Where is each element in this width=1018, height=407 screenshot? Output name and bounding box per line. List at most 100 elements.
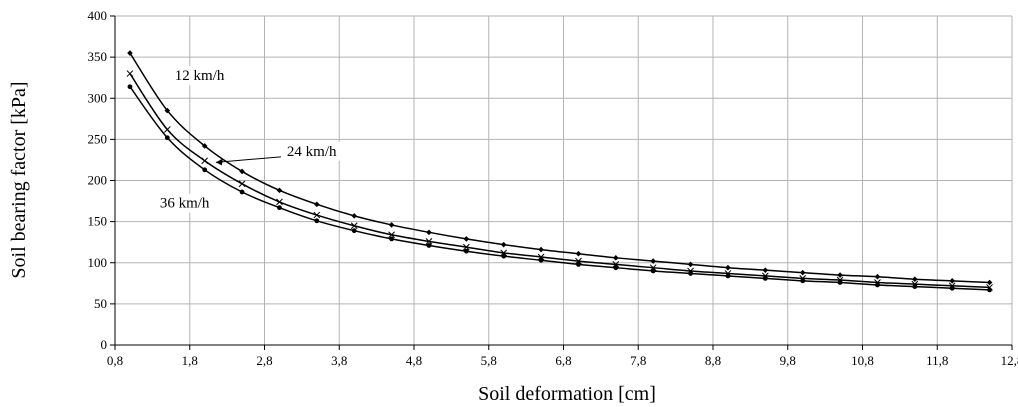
series-line [129,52,990,284]
annotation-background [283,141,350,161]
grid-layer [114,15,1013,346]
y-axis-title: Soil bearing factor [kPa] [8,81,30,278]
data-point [800,278,806,284]
x-tick-label: 3,8 [331,353,347,368]
data-point [314,218,320,224]
series-line [129,73,990,289]
annotation-leader [215,156,281,163]
data-point [575,250,582,257]
data-point [762,267,769,273]
data-point [463,248,469,254]
data-point [613,255,619,261]
data-point [538,246,544,253]
data-point [127,50,133,56]
data-point [202,167,208,173]
series-annotation-label: 24 km/h [287,144,337,160]
y-tick-label: 350 [88,49,108,64]
y-tick-label: 150 [88,214,108,229]
data-point [388,231,395,239]
data-point [725,264,731,271]
data-point [425,238,433,245]
annotation-arrowhead [215,158,223,166]
data-point [725,273,731,279]
x-tick-label: 2,8 [256,353,272,368]
data-point [388,222,395,228]
series-layer [126,50,993,293]
data-point [949,285,955,291]
x-tick-label: 8,8 [705,353,721,368]
data-point [277,205,282,211]
data-point [164,107,171,114]
y-tick-label: 0 [101,337,108,352]
data-point [576,261,581,267]
x-tick-label: 12,8 [1001,353,1018,368]
data-point [276,198,283,206]
data-point [500,241,507,248]
data-point [276,187,283,194]
data-point [239,168,245,175]
series-3 [127,84,992,293]
series-1 [127,50,993,286]
data-point [987,287,992,293]
x-tick-label: 0,8 [107,353,123,368]
annotation-background [171,66,238,86]
data-point [239,189,245,195]
x-axis-title: Soil deformation [cm] [478,383,656,405]
data-point [912,276,918,282]
x-tick-label: 11,8 [926,353,948,368]
data-point [687,261,694,268]
data-point [389,236,394,242]
series-annotation-label: 12 km/h [175,68,225,84]
data-point [126,70,134,77]
data-point [201,157,209,165]
data-point [538,257,544,263]
data-point [462,243,470,251]
data-point [650,258,656,264]
y-tick-label: 300 [88,90,108,105]
annotation-layer: 12 km/h 24 km/h 36 km/h [156,66,350,213]
data-point [313,211,321,219]
data-point [986,279,993,286]
data-point [650,268,656,274]
data-point [613,265,619,271]
data-point [314,201,320,208]
y-tick-label: 100 [88,255,108,270]
x-tick-label: 10,8 [851,353,874,368]
data-point [163,126,171,133]
y-tick-label: 400 [88,8,108,23]
y-tick-label: 50 [94,296,107,311]
data-point [949,278,955,284]
data-point [351,213,357,219]
data-point [201,143,208,149]
data-point [463,236,470,242]
x-tick-label: 9,8 [780,353,796,368]
data-point [912,284,918,290]
data-point [164,135,170,141]
data-point [350,222,358,230]
data-point [351,228,357,234]
annotation-background [156,193,223,213]
y-tick-label: 200 [88,173,108,188]
data-point [426,243,432,248]
data-point [238,180,246,188]
data-point [501,253,507,259]
series-annotation-label: 36 km/h [160,196,210,212]
x-tick-label: 4,8 [406,353,422,368]
data-point [875,282,880,288]
y-tick-label: 250 [88,131,108,146]
x-tick-label: 7,8 [630,353,646,368]
series-line [129,86,990,291]
data-point [837,272,843,278]
x-tick-label: 5,8 [481,353,497,368]
data-point [688,271,693,276]
data-point [762,275,768,281]
data-point [127,84,133,90]
data-point [799,269,806,276]
x-tick-label: 1,8 [182,353,198,368]
axis-layer: 0,8 1,8 2,8 3,8 4,8 5,8 6,8 7,8 8,8 9,8 10,8 11,8 12… [88,8,1018,368]
data-point [426,229,432,236]
data-point [874,273,881,280]
data-point [837,280,843,285]
x-tick-label: 6,8 [555,353,571,368]
